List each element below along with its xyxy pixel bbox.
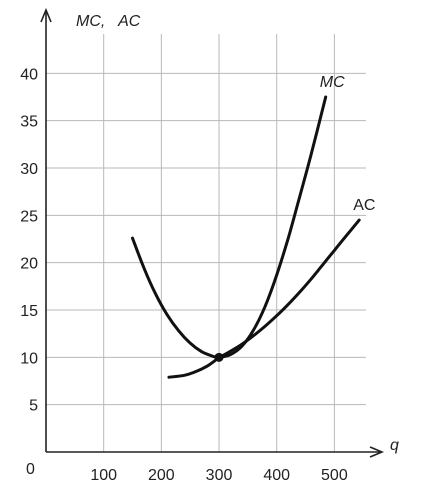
x-tick-label-500: 500 — [321, 467, 348, 484]
y-tick-label-5: 5 — [29, 398, 38, 415]
y-tick-label-15: 15 — [20, 303, 38, 320]
x-tick-label-200: 200 — [148, 467, 175, 484]
x-tick-label-300: 300 — [206, 467, 233, 484]
y-axis-arrow — [40, 7, 52, 23]
y-axis-title: MC, AC — [76, 13, 141, 30]
grid — [46, 34, 366, 452]
y-tick-label-20: 20 — [20, 256, 38, 273]
intersection-point — [214, 352, 224, 362]
y-tick-label-35: 35 — [20, 114, 38, 131]
x-tick-label-400: 400 — [263, 467, 290, 484]
x-tick-labels: 100 200 300 400 500 — [90, 467, 348, 484]
mc-curve — [131, 95, 328, 359]
ac-label: AC — [353, 197, 375, 214]
mc-label: MC — [320, 74, 345, 91]
x-axis-title: q — [390, 437, 399, 454]
y-tick-label-40: 40 — [20, 66, 38, 83]
y-tick-label-25: 25 — [20, 208, 38, 225]
x-tick-label-100: 100 — [90, 467, 117, 484]
y-tick-labels: 5 10 15 20 25 30 35 40 — [20, 66, 38, 414]
ac-curve — [167, 218, 361, 379]
y-tick-label-30: 30 — [20, 161, 38, 178]
x-axis-arrow — [369, 446, 385, 458]
y-tick-label-10: 10 — [20, 350, 38, 367]
series: MC AC — [131, 74, 375, 379]
annotations — [214, 352, 224, 362]
origin-label: 0 — [26, 461, 35, 478]
axes — [40, 7, 385, 458]
